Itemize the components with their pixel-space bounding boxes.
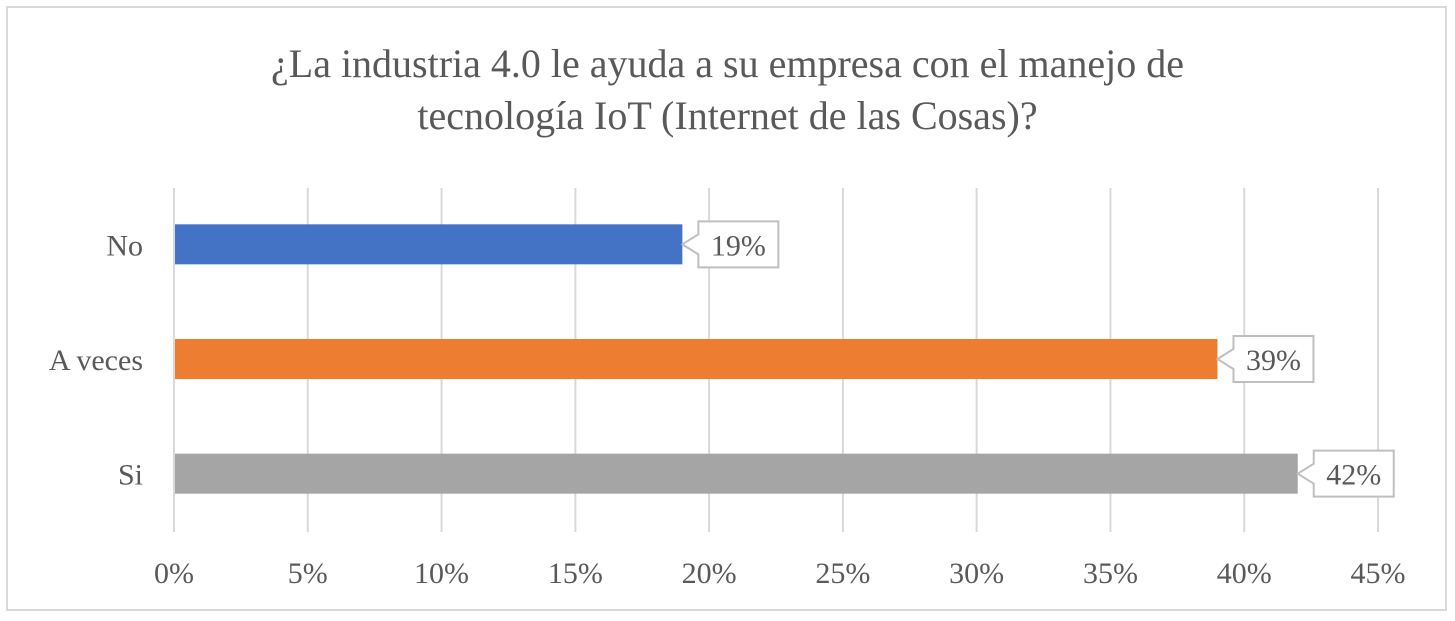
y-category-label-0: No xyxy=(106,229,143,262)
x-tick-label-3: 15% xyxy=(548,557,603,590)
data-label-2: 42% xyxy=(1326,459,1381,492)
bar-1 xyxy=(174,339,1218,379)
x-tick-label-8: 40% xyxy=(1217,557,1272,590)
data-label-callout-1 xyxy=(1215,335,1315,383)
bar-0 xyxy=(174,224,683,265)
chart-frame xyxy=(6,6,1447,611)
x-tick-label-1: 5% xyxy=(288,557,328,590)
x-tick-label-7: 35% xyxy=(1083,557,1138,590)
data-label-0: 19% xyxy=(711,229,766,262)
y-category-label-2: Si xyxy=(118,459,143,492)
chart-title-line-1: ¿La industria 4.0 le ayuda a su empresa … xyxy=(271,41,1184,86)
x-tick-label-5: 25% xyxy=(815,557,870,590)
bar-2 xyxy=(174,453,1298,494)
x-tick-label-9: 45% xyxy=(1351,557,1406,590)
data-label-callout-0 xyxy=(680,220,780,269)
data-label-callout-2 xyxy=(1295,449,1395,498)
y-category-label-1: A veces xyxy=(49,344,143,377)
x-tick-label-2: 10% xyxy=(414,557,469,590)
chart-title: ¿La industria 4.0 le ayuda a su empresa … xyxy=(0,38,1455,142)
chart-title-line-2: tecnología IoT (Internet de las Cosas)? xyxy=(417,93,1038,138)
x-tick-label-0: 0% xyxy=(154,557,194,590)
data-label-1: 39% xyxy=(1246,344,1301,377)
x-tick-label-6: 30% xyxy=(949,557,1004,590)
x-tick-label-4: 20% xyxy=(682,557,737,590)
